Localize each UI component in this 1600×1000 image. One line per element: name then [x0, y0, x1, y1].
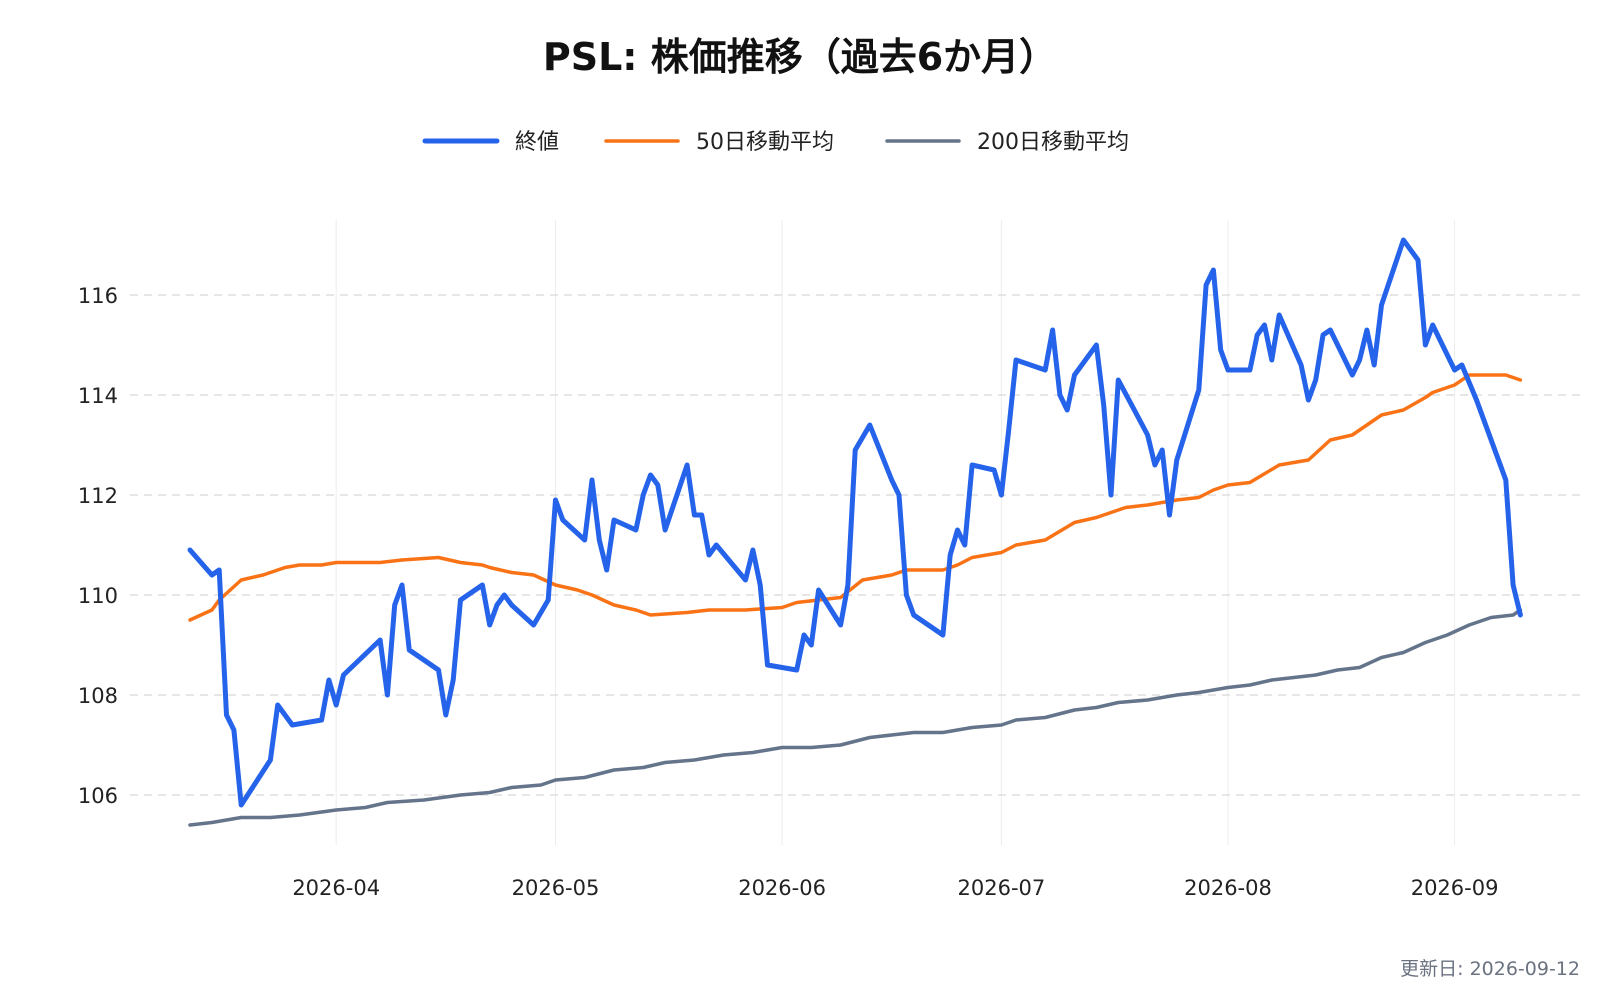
- y-tick-label: 116: [78, 284, 118, 308]
- y-tick-label: 110: [78, 584, 118, 608]
- x-tick-label: 2026-07: [958, 876, 1046, 900]
- legend-label: 終値: [515, 130, 559, 155]
- series-layer: [187, 237, 1523, 827]
- x-axis: 2026-04 2026-05 2026-06 2026-07 2026-08 2026-…: [292, 876, 1498, 900]
- x-tick-label: 2026-08: [1184, 876, 1272, 900]
- close-price-line: [187, 237, 1523, 808]
- y-tick-label: 108: [78, 684, 118, 708]
- y-axis: 106 108 110 112 114 116: [78, 284, 118, 808]
- legend-label: 200日移動平均: [977, 130, 1129, 155]
- chart-legend: 終値 50日移動平均 200日移動平均: [422, 130, 1129, 155]
- chart-title: PSL: 株価推移（過去6か月）: [543, 35, 1057, 79]
- y-tick-label: 112: [78, 484, 118, 508]
- x-tick-label: 2026-05: [512, 876, 600, 900]
- ma50-line: [188, 373, 1523, 622]
- x-tick-label: 2026-04: [292, 876, 380, 900]
- y-tick-label: 114: [78, 384, 118, 408]
- x-grid: [335, 220, 1456, 845]
- y-tick-label: 106: [78, 784, 118, 808]
- ma200-line: [188, 608, 1523, 827]
- x-tick-label: 2026-06: [738, 876, 826, 900]
- legend-label: 50日移動平均: [696, 130, 834, 155]
- x-tick-label: 2026-09: [1411, 876, 1499, 900]
- update-date: 更新日: 2026-09-12: [1400, 958, 1580, 980]
- y-grid: [130, 294, 1580, 796]
